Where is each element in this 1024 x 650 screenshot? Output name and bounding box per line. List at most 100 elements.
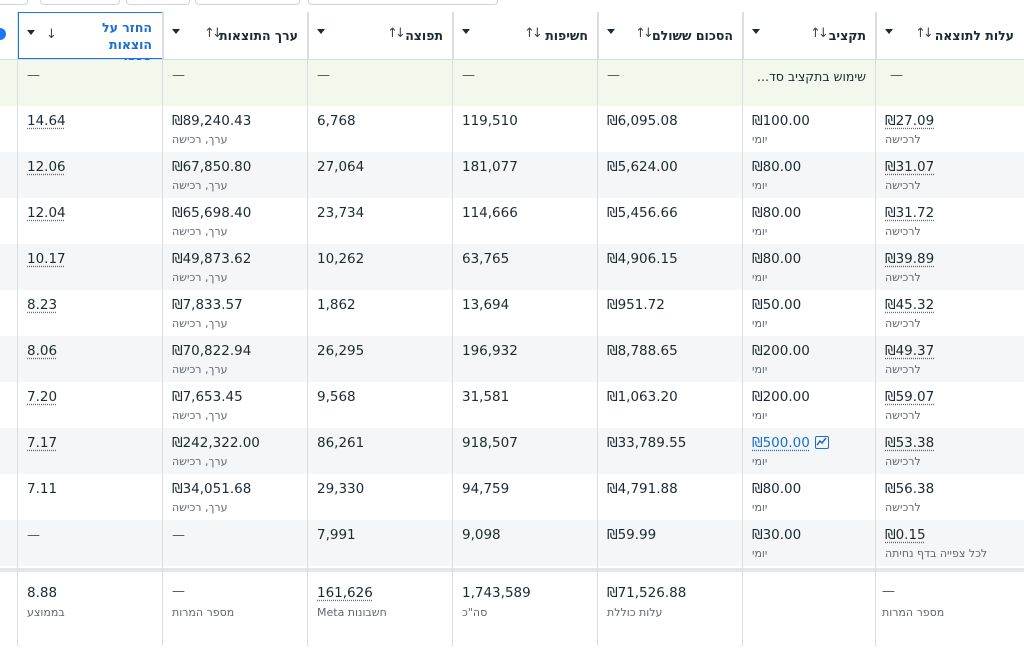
results-value-label: ערך, רכישה <box>172 455 227 468</box>
table-cell: 7.11 <box>18 474 163 520</box>
sort-arrows-icon[interactable]: ↑↓ <box>387 26 403 41</box>
table-row[interactable]: 7.20 ₪7,653.45 ערך, רכישה 9,568 31,581 ₪1,063… <box>0 382 1024 428</box>
add-column-icon[interactable] <box>0 28 6 40</box>
results-value-label: ערך, רכישה <box>172 409 227 422</box>
budget-value[interactable]: ₪500.00 <box>752 435 810 451</box>
caret-down-icon[interactable] <box>172 29 180 34</box>
roas-value[interactable]: 14.64 <box>27 113 66 129</box>
cost-per-result-value[interactable]: ₪39.89 <box>885 251 934 267</box>
budget-value-label: יומי <box>752 271 767 284</box>
table-row[interactable]: 12.04 ₪65,698.40 ערך, רכישה 23,734 114,666 ₪5… <box>0 198 1024 244</box>
table-row[interactable]: 14.64 ₪89,240.43 ערך, רכישה 6,768 119,510 ₪6,… <box>0 106 1024 152</box>
cost-per-result-value[interactable]: ₪53.38 <box>885 435 934 451</box>
budget-value-label: יומי <box>752 133 767 146</box>
toolbar-button[interactable] <box>126 0 190 5</box>
toolbar-button[interactable] <box>308 0 498 5</box>
sort-arrows-icon[interactable]: ↑↓ <box>524 26 540 41</box>
sort-arrows-icon[interactable]: ↑↓ <box>915 26 931 41</box>
sort-arrows-icon[interactable]: ↑↓ <box>635 26 651 41</box>
caret-down-icon[interactable] <box>462 29 470 34</box>
table-cell: 12.06 <box>18 152 163 198</box>
budget-value: ₪30.00 <box>752 527 801 543</box>
cost-per-result-value[interactable]: ₪59.07 <box>885 389 934 405</box>
table-row[interactable]: 7.11 ₪34,051.68 ערך, רכישה 29,330 94,759 ₪4,7… <box>0 474 1024 520</box>
roas-value[interactable]: 8.06 <box>27 343 57 359</box>
budget-value: ₪200.00 <box>752 343 810 359</box>
table-cell: ₪27.09 לרכישה <box>876 106 1024 152</box>
column-header-reach[interactable]: ↑↓ תפוצה <box>308 12 453 59</box>
caret-down-icon[interactable] <box>27 30 35 35</box>
column-header-roas[interactable]: ↓ החזר על הוצאות פרסו... <box>18 12 163 59</box>
caret-down-icon[interactable] <box>607 29 615 34</box>
table-cell: 119,510 <box>453 106 598 152</box>
table-row[interactable]: 12.06 ₪67,850.80 ערך, רכישה 27,064 181,077 ₪5… <box>0 152 1024 198</box>
column-header-budget[interactable]: ↑↓ תקציב <box>743 12 876 59</box>
cost-per-result-value-label: לכל צפייה בדף נחיתה <box>885 547 987 560</box>
impressions-value: 9,098 <box>462 527 501 543</box>
impressions-value: 181,077 <box>462 159 518 175</box>
roas-value[interactable]: 10.17 <box>27 251 66 267</box>
amount-spent-value: ₪951.72 <box>607 297 665 313</box>
table-cell: ₪50.00 יומי <box>743 290 876 336</box>
reach-total[interactable]: 161,626 <box>317 585 373 601</box>
table-cell: ₪45.32 לרכישה <box>876 290 1024 336</box>
table-cell: ₪31.07 לרכישה <box>876 152 1024 198</box>
trend-chart-icon[interactable] <box>815 436 829 449</box>
table-cell: ₪7,653.45 ערך, רכישה <box>163 382 308 428</box>
column-header-amount-spent[interactable]: ↑↓ הסכום ששולם <box>598 12 743 59</box>
roas-value[interactable]: 12.04 <box>27 205 66 221</box>
toolbar-button[interactable] <box>195 0 300 5</box>
table-cell: 7.17 <box>18 428 163 474</box>
roas-value[interactable]: 7.20 <box>27 389 57 405</box>
roas-value[interactable]: 7.17 <box>27 435 57 451</box>
cost-per-result-value[interactable]: ₪49.37 <box>885 343 934 359</box>
roas-value: — <box>27 528 40 543</box>
table-cell: ₪100.00 יומי <box>743 106 876 152</box>
cost-per-result-value[interactable]: ₪27.09 <box>885 113 934 129</box>
roas-value: 7.11 <box>27 481 57 497</box>
impressions-value: 196,932 <box>462 343 518 359</box>
column-header-impressions[interactable]: ↑↓ חשיפות <box>453 12 598 59</box>
caret-down-icon[interactable] <box>317 29 325 34</box>
amount-spent-value: ₪33,789.55 <box>607 435 686 451</box>
toolbar-button[interactable] <box>0 0 28 5</box>
table-cell: ₪34,051.68 ערך, רכישה <box>163 474 308 520</box>
table-cell: ₪59.99 <box>598 520 743 566</box>
results-value: ₪70,822.94 <box>172 343 251 359</box>
table-row[interactable]: 8.06 ₪70,822.94 ערך, רכישה 26,295 196,932 ₪8,… <box>0 336 1024 382</box>
column-divider <box>597 12 598 646</box>
table-row[interactable]: — — 7,991 9,098 ₪59.99 ₪30.00 יומי ₪0.15 לכל צפי… <box>0 520 1024 566</box>
column-header-results-value[interactable]: ↑↓ ערך התוצאות <box>163 12 308 59</box>
sort-arrows-icon[interactable]: ↑↓ <box>810 26 826 41</box>
table-cell: 9,568 <box>308 382 453 428</box>
cost-per-result-value[interactable]: ₪45.32 <box>885 297 934 313</box>
impressions-value: 114,666 <box>462 205 518 221</box>
table-cell: 12.04 <box>18 198 163 244</box>
sort-down-icon[interactable]: ↓ <box>46 27 54 42</box>
budget-value: ₪50.00 <box>752 297 801 313</box>
toolbar-button[interactable] <box>40 0 120 5</box>
cost-per-result-value[interactable]: ₪31.07 <box>885 159 934 175</box>
empty-value: — <box>890 68 903 83</box>
roas-value[interactable]: 8.23 <box>27 297 57 313</box>
table-cell: ₪70,822.94 ערך, רכישה <box>163 336 308 382</box>
results-value: ₪67,850.80 <box>172 159 251 175</box>
cost-per-result-value[interactable]: ₪0.15 <box>885 527 926 543</box>
budget-value: ₪80.00 <box>752 159 801 175</box>
roas-value[interactable]: 12.06 <box>27 159 66 175</box>
results-value-label: ערך, רכישה <box>172 133 227 146</box>
caret-down-icon[interactable] <box>885 29 893 34</box>
totals-row: 8.88 בממוצע — מספר המרות 161,626 חשבונות… <box>0 568 1024 650</box>
table-cell: ₪80.00 יומי <box>743 198 876 244</box>
sort-arrows-icon[interactable]: ↑↓ <box>204 26 220 41</box>
table-row[interactable]: 10.17 ₪49,873.62 ערך, רכישה 10,262 63,765 ₪4,… <box>0 244 1024 290</box>
table-cell: 114,666 <box>453 198 598 244</box>
column-divider <box>875 12 876 646</box>
table-row[interactable]: 7.17 ₪242,322.00 ערך, רכישה 86,261 918,507 ₪3… <box>0 428 1024 474</box>
table-cell: ₪80.00 יומי <box>743 474 876 520</box>
column-header-cost-per-result[interactable]: ↑↓ עלות לתוצאה <box>876 12 1024 59</box>
caret-down-icon[interactable] <box>752 29 760 34</box>
budget-value: ₪80.00 <box>752 251 801 267</box>
table-row[interactable]: 8.23 ₪7,833.57 ערך, רכישה 1,862 13,694 ₪951.7… <box>0 290 1024 336</box>
cost-per-result-value[interactable]: ₪31.72 <box>885 205 934 221</box>
